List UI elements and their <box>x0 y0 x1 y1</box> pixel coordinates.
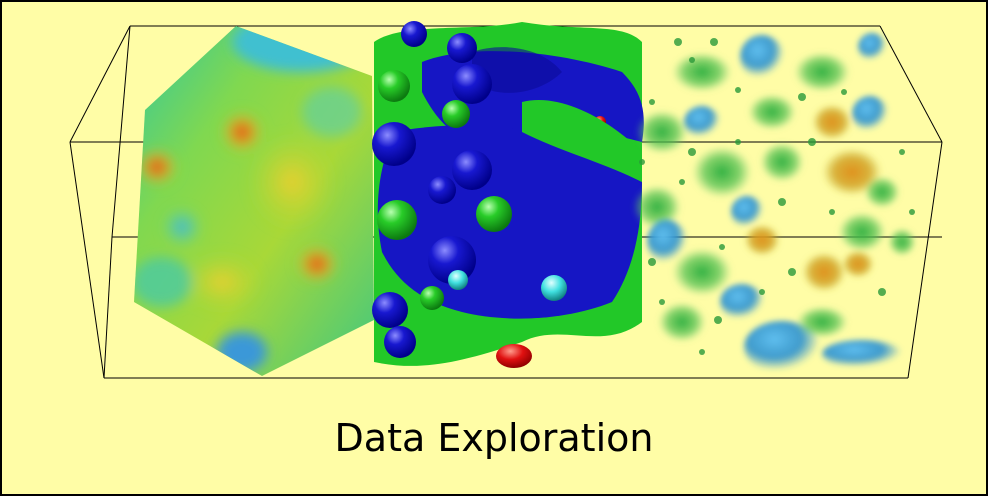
slide-caption: Data Exploration <box>334 416 654 460</box>
bounding-box-front <box>69 141 943 379</box>
isosurface-panel <box>372 21 644 368</box>
visualization-canvas <box>69 21 943 379</box>
volume-rendering-panel <box>633 33 916 373</box>
slice-colormap-panel <box>134 26 374 376</box>
